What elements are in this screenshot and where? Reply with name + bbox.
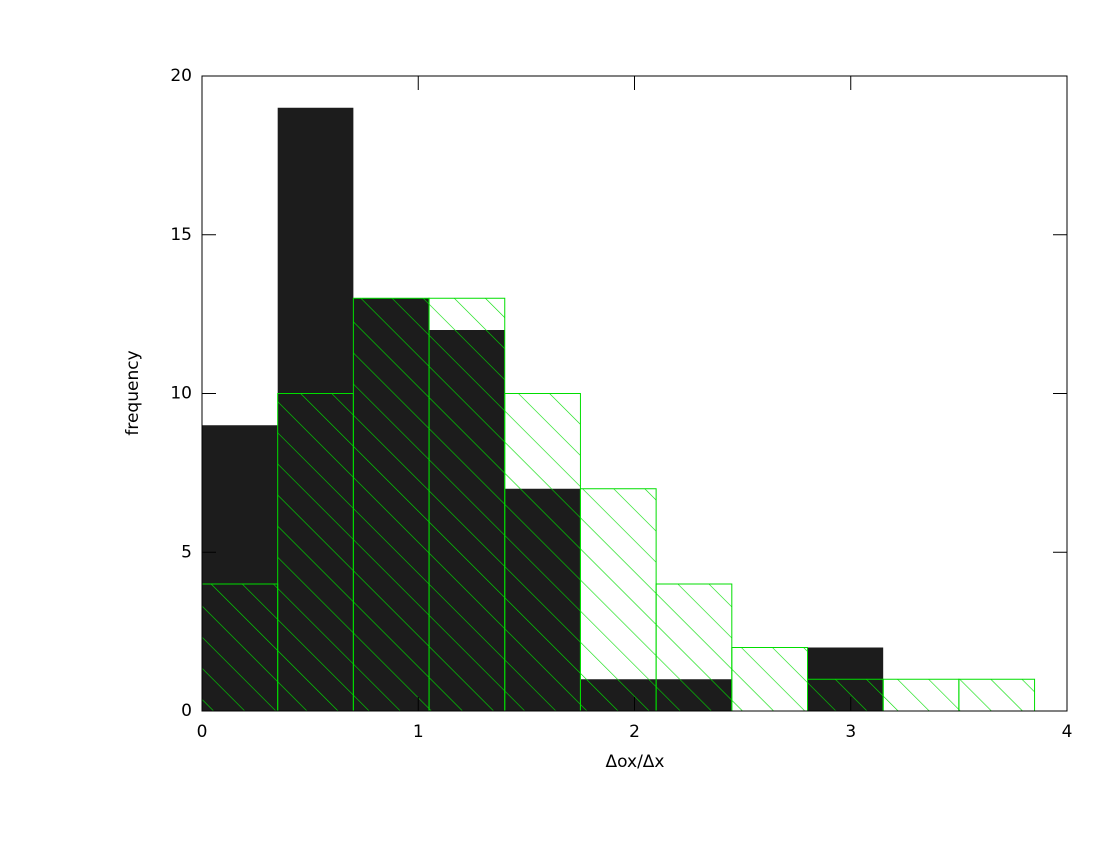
- x-tick-label: 2: [629, 722, 640, 742]
- hatched-bar: [579, 488, 657, 712]
- hatched-bar: [428, 297, 506, 712]
- hatched-bar: [277, 393, 354, 712]
- x-tick-label: 3: [845, 722, 856, 742]
- hatched-bar: [882, 678, 960, 712]
- hatched-bar: [958, 678, 1036, 712]
- x-tick-label: 4: [1062, 722, 1073, 742]
- hatched-bar: [807, 678, 884, 712]
- y-tick-label: 10: [170, 384, 192, 404]
- x-axis-label: Δox/Δx: [606, 752, 665, 772]
- x-tick-label: 1: [413, 722, 424, 742]
- y-axis-label: frequency: [123, 350, 143, 435]
- y-tick-label: 15: [170, 225, 192, 245]
- y-tick-label: 5: [181, 542, 192, 562]
- y-tick-label: 20: [170, 66, 192, 86]
- hatched-bar: [731, 647, 808, 712]
- hatched-bar: [352, 297, 430, 712]
- x-tick-label: 0: [197, 722, 208, 742]
- y-tick-label: 0: [181, 701, 192, 721]
- hatched-bar: [201, 583, 279, 712]
- hatched-bar: [504, 393, 581, 712]
- hatched-bar: [655, 583, 733, 712]
